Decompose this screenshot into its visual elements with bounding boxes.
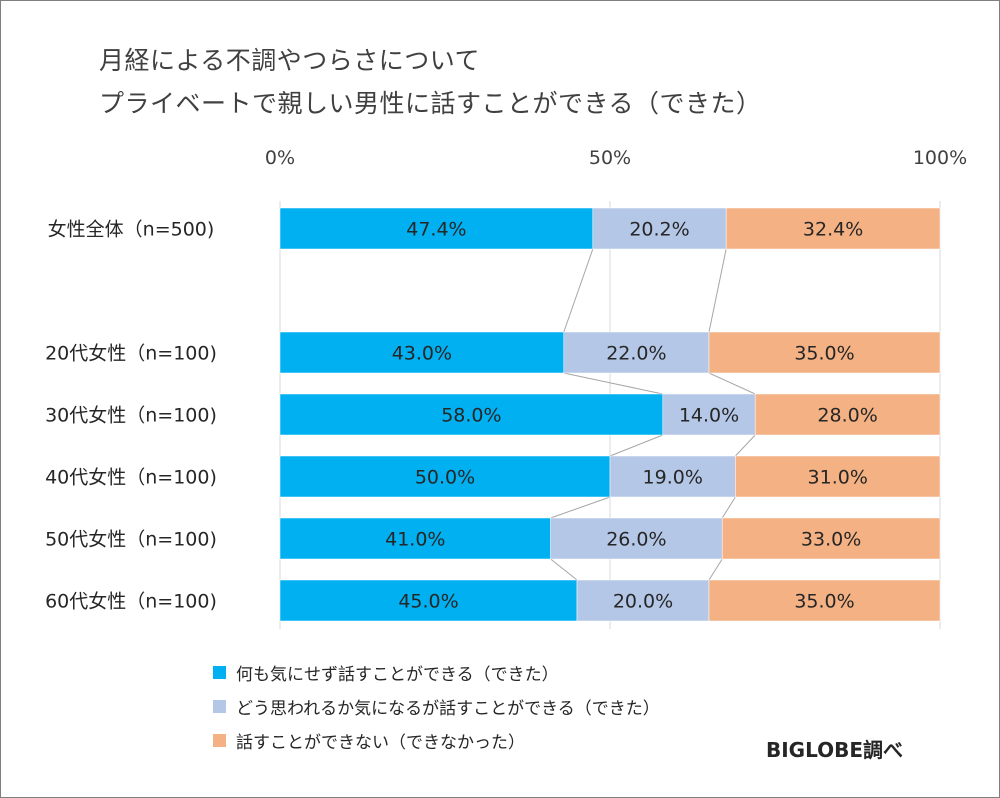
bar-series-1 bbox=[279, 393, 664, 436]
legend-item-series-3: 話すことができない（できなかった） bbox=[213, 723, 660, 757]
bar-series-3 bbox=[735, 455, 941, 498]
series-line bbox=[735, 434, 756, 457]
x-tick-label: 0% bbox=[265, 147, 295, 169]
legend-label-series-2: どう思われるか気になるが話すことができる（できた） bbox=[236, 698, 660, 719]
series-line bbox=[563, 248, 594, 333]
series-line bbox=[550, 558, 578, 581]
bar-series-2 bbox=[563, 331, 710, 374]
data-label: 50.0% bbox=[415, 467, 475, 489]
series-line bbox=[708, 372, 756, 395]
series-line bbox=[563, 372, 663, 395]
series-line bbox=[550, 496, 611, 519]
data-label: 22.0% bbox=[606, 343, 666, 365]
legend-swatch-series-1 bbox=[213, 665, 226, 679]
bar-series-1 bbox=[279, 331, 565, 374]
bar-series-3 bbox=[754, 393, 941, 436]
x-tick-label: 100% bbox=[913, 147, 967, 169]
bar-series-2 bbox=[576, 579, 710, 622]
series-line bbox=[708, 248, 727, 333]
category-label: 30代女性（n=100) bbox=[45, 405, 217, 427]
category-label: 20代女性（n=100) bbox=[45, 343, 217, 365]
bar-series-2 bbox=[550, 517, 723, 560]
bar-series-1 bbox=[279, 455, 611, 498]
legend-swatch-series-2 bbox=[213, 699, 226, 713]
legend-item-series-1: 何も気にせず話すことができる（できた） bbox=[213, 655, 660, 689]
legend-label-series-1: 何も気にせず話すことができる（できた） bbox=[236, 664, 559, 685]
data-label: 45.0% bbox=[398, 591, 458, 613]
data-label: 31.0% bbox=[808, 467, 868, 489]
source-note: BIGLOBE調べ bbox=[766, 738, 904, 762]
series-line bbox=[721, 496, 736, 519]
data-label: 20.2% bbox=[629, 219, 689, 241]
legend-swatch-series-3 bbox=[213, 733, 226, 747]
series-line bbox=[609, 434, 663, 457]
category-label: 女性全体（n=500) bbox=[48, 219, 215, 241]
legend-label-series-3: 話すことができない（できなかった） bbox=[236, 732, 525, 753]
data-label: 26.0% bbox=[606, 529, 666, 551]
bar-series-2 bbox=[609, 455, 736, 498]
data-label: 43.0% bbox=[392, 343, 452, 365]
data-label: 33.0% bbox=[801, 529, 861, 551]
data-label: 47.4% bbox=[406, 219, 466, 241]
data-label: 41.0% bbox=[385, 529, 445, 551]
data-label: 19.0% bbox=[643, 467, 703, 489]
data-label: 32.4% bbox=[803, 219, 863, 241]
data-label: 58.0% bbox=[441, 405, 501, 427]
bar-series-2 bbox=[662, 393, 756, 436]
legend-item-series-2: どう思われるか気になるが話すことができる（できた） bbox=[213, 689, 660, 723]
bar-series-3 bbox=[721, 517, 941, 560]
bar-series-2 bbox=[592, 207, 727, 250]
bar-series-3 bbox=[708, 579, 941, 622]
bar-series-3 bbox=[708, 331, 941, 374]
data-label: 35.0% bbox=[794, 591, 854, 613]
x-tick-label: 50% bbox=[589, 147, 631, 169]
chart-title-line-1: 月経による不調やつらさについて bbox=[99, 46, 481, 75]
chart-legend: 何も気にせず話すことができる（できた） どう思われるか気になるが話すことができる… bbox=[213, 655, 660, 757]
category-label: 40代女性（n=100) bbox=[45, 467, 217, 489]
bar-series-1 bbox=[279, 579, 578, 622]
data-label: 20.0% bbox=[613, 591, 673, 613]
data-label: 35.0% bbox=[794, 343, 854, 365]
bar-series-3 bbox=[725, 207, 941, 250]
chart-title-line-2: プライベートで親しい男性に話すことができる（できた） bbox=[99, 89, 762, 118]
data-label: 28.0% bbox=[817, 405, 877, 427]
category-label: 50代女性（n=100) bbox=[45, 529, 217, 551]
chart-plot: 0% 50% 100% 47.4% 20.2% 32.4% 女性全体（n=500) 43.0%… bbox=[45, 147, 967, 629]
data-label: 14.0% bbox=[679, 405, 739, 427]
series-line bbox=[708, 558, 723, 581]
bar-series-1 bbox=[279, 517, 551, 560]
category-label: 60代女性（n=100) bbox=[45, 591, 217, 613]
